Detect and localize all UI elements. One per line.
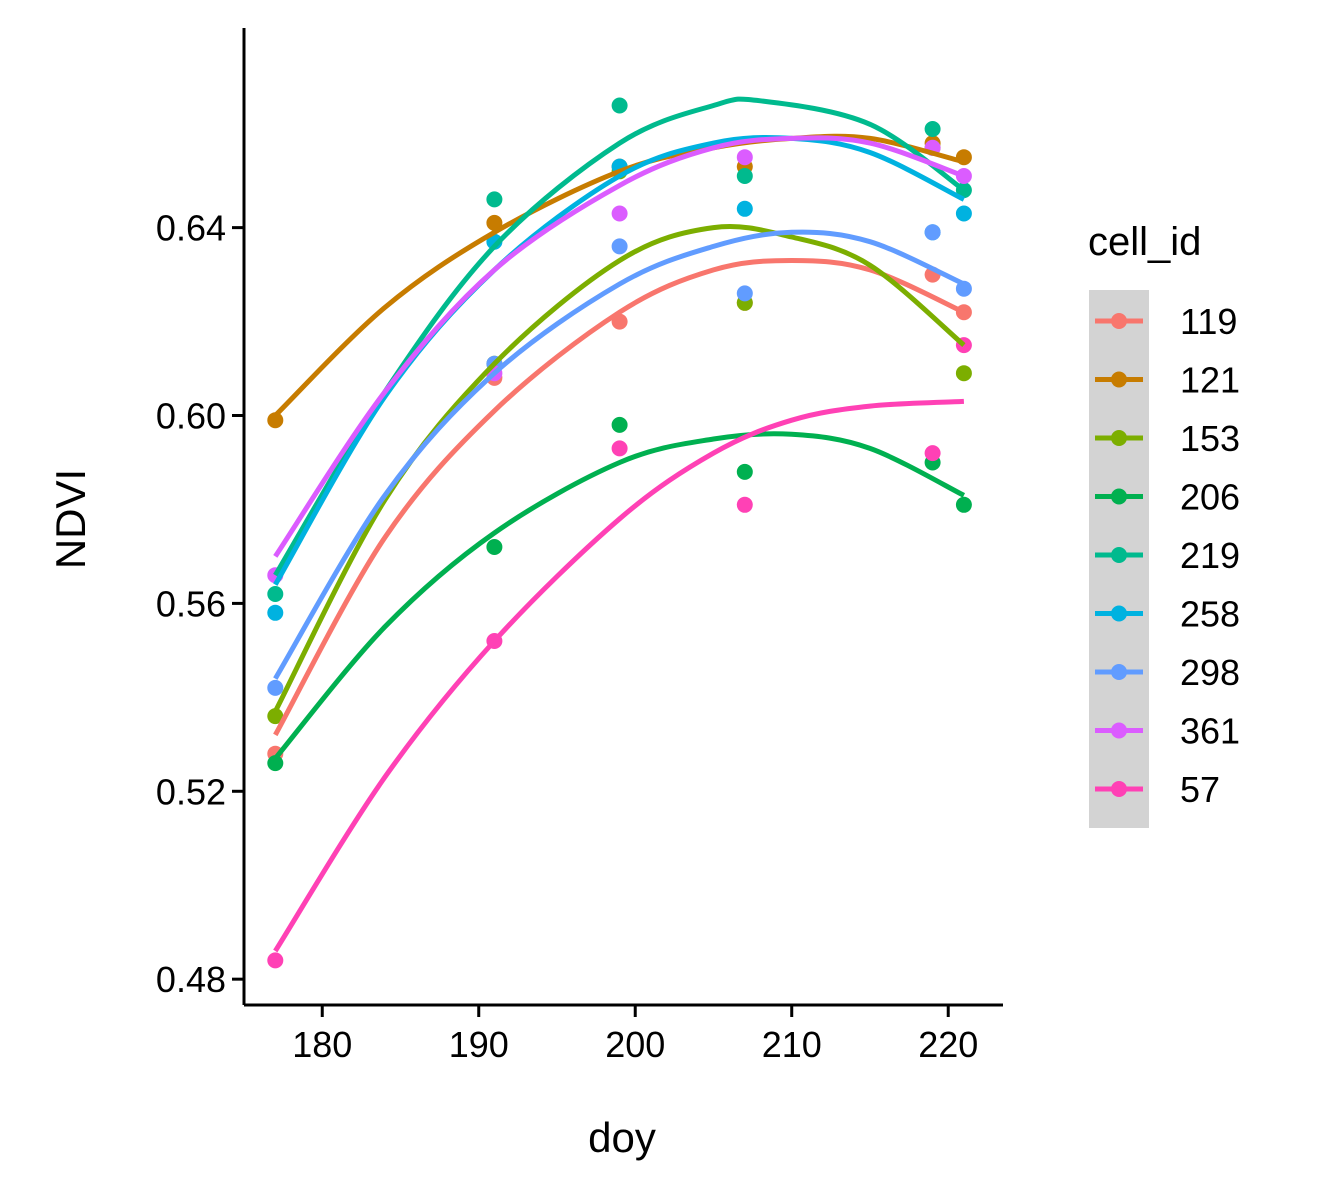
point-206-1 — [486, 539, 503, 555]
x-axis-title: doy — [588, 1114, 656, 1161]
fit-line-57 — [273, 398, 965, 953]
x-tick-label: 200 — [605, 1024, 665, 1065]
point-219-2 — [611, 97, 628, 114]
y-tick-label: 0.60 — [156, 396, 226, 437]
point-258-5 — [955, 205, 972, 222]
legend-key-point-298 — [1111, 664, 1127, 680]
legend-label-298: 298 — [1180, 652, 1240, 693]
plot-area — [267, 96, 972, 969]
legend-label-153: 153 — [1180, 418, 1240, 459]
point-206-0 — [267, 755, 284, 772]
point-258-0 — [267, 604, 284, 621]
point-153-5 — [955, 365, 972, 382]
fit-line-298 — [273, 229, 965, 680]
point-219-4 — [924, 121, 941, 137]
legend-key-point-153 — [1111, 430, 1127, 446]
x-tick-label: 180 — [292, 1024, 352, 1065]
point-121-1 — [486, 214, 503, 231]
y-tick-label: 0.52 — [156, 771, 226, 812]
point-298-4 — [924, 224, 941, 241]
point-206-5 — [955, 496, 972, 513]
y-tick-label: 0.48 — [156, 959, 226, 1000]
legend-key-point-219 — [1111, 547, 1127, 563]
point-298-3 — [736, 285, 753, 302]
fit-line-361 — [273, 135, 965, 558]
legend-key-point-57 — [1111, 781, 1127, 797]
y-axis-title: NDVI — [47, 469, 94, 569]
point-258-3 — [736, 200, 753, 217]
point-57-3 — [736, 496, 753, 513]
point-121-0 — [267, 412, 284, 429]
legend-label-219: 219 — [1180, 535, 1240, 576]
x-tick-label: 190 — [449, 1024, 509, 1065]
x-axis: 180 190 200 210 220 — [244, 1003, 1003, 1065]
y-axis: 0.48 0.52 0.56 0.60 0.64 — [156, 28, 246, 1005]
point-57-0 — [267, 952, 284, 969]
fit-line-206 — [273, 431, 966, 761]
point-298-2 — [611, 238, 628, 255]
fit-line-121 — [273, 133, 965, 418]
point-57-2 — [611, 440, 628, 457]
y-tick-label: 0.64 — [156, 208, 226, 249]
fit-line-258 — [273, 135, 966, 586]
legend-title: cell_id — [1088, 220, 1201, 264]
point-206-3 — [736, 463, 753, 480]
legend-key-point-258 — [1111, 605, 1127, 622]
legend-label-57: 57 — [1180, 769, 1220, 810]
legend-label-361: 361 — [1180, 711, 1240, 752]
point-219-0 — [267, 586, 284, 602]
x-tick-label: 210 — [762, 1024, 822, 1065]
point-57-4 — [924, 445, 941, 462]
legend-key-point-206 — [1111, 488, 1127, 505]
point-361-2 — [611, 205, 628, 222]
legend-label-258: 258 — [1180, 594, 1240, 635]
legend-items: 119 121 153 206 219 258 298 361 57 — [1095, 301, 1240, 810]
fit-line-153 — [273, 223, 966, 713]
fit-line-119 — [273, 257, 965, 737]
legend-key-point-119 — [1111, 313, 1127, 329]
legend: cell_id 119 121 153 206 219 258 298 361 57 — [1088, 220, 1240, 828]
point-361-3 — [736, 149, 753, 166]
legend-label-119: 119 — [1180, 301, 1237, 342]
x-tick-label: 220 — [918, 1024, 978, 1065]
point-206-2 — [611, 416, 628, 433]
legend-key-point-121 — [1111, 371, 1127, 388]
point-219-3 — [736, 168, 753, 184]
legend-key-point-361 — [1111, 722, 1127, 739]
point-219-1 — [486, 191, 503, 208]
legend-label-206: 206 — [1180, 477, 1240, 518]
point-153-0 — [267, 708, 284, 725]
y-tick-label: 0.56 — [156, 583, 226, 624]
point-298-0 — [267, 679, 284, 696]
legend-label-121: 121 — [1180, 360, 1240, 401]
